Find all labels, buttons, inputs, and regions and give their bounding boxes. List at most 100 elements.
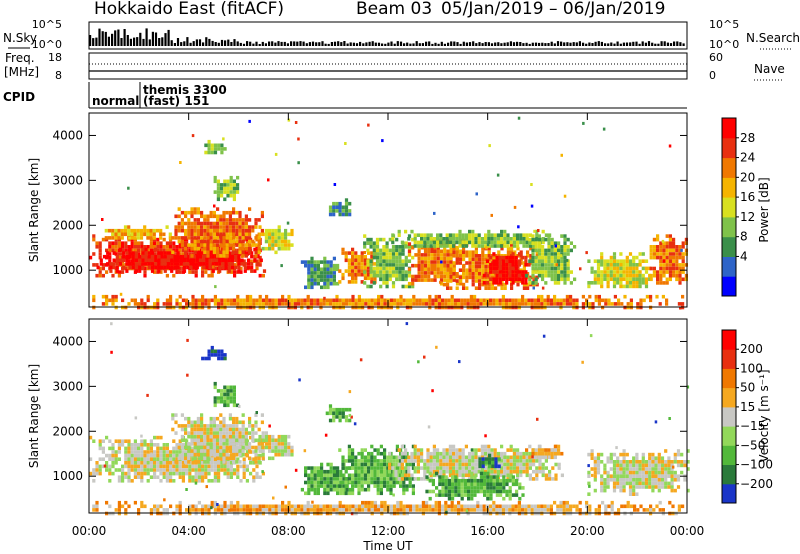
power-cell — [398, 266, 402, 271]
velocity-cell — [484, 466, 488, 470]
power-cell — [146, 245, 150, 249]
power-cell — [652, 273, 656, 278]
power-cell — [482, 298, 486, 303]
power-cell — [593, 281, 597, 285]
power-cell — [455, 237, 459, 241]
velocity-cell — [473, 489, 477, 494]
velocity-cell — [228, 413, 232, 417]
velocity-cell — [159, 471, 163, 476]
power-cell — [420, 244, 424, 248]
power-cell — [232, 225, 236, 229]
power-cell — [405, 298, 409, 303]
velocity-cell — [156, 468, 160, 472]
power-cell — [115, 258, 119, 263]
nsky-bar — [594, 41, 597, 46]
velocity-cell — [235, 427, 239, 432]
velocity-cell — [451, 478, 455, 483]
power-cell — [684, 248, 688, 253]
velocity-cell — [228, 456, 232, 461]
velocity-cell — [146, 446, 150, 451]
velocity-cell — [252, 475, 256, 479]
velocity-cell — [354, 473, 358, 478]
velocity-cell — [342, 484, 346, 488]
nsky-bar — [528, 43, 531, 46]
velocity-cell — [172, 479, 176, 483]
power-cell — [541, 237, 545, 242]
velocity-cell — [379, 477, 383, 481]
power-cell — [530, 298, 534, 303]
velocity-cell — [467, 489, 471, 494]
power-cell — [255, 302, 259, 306]
power-cell — [354, 251, 358, 255]
nsky-bar — [412, 43, 415, 46]
power-cell — [672, 255, 676, 260]
power-cell — [534, 277, 538, 282]
velocity-cell — [470, 489, 474, 494]
power-cell — [431, 298, 435, 303]
power-cell — [193, 210, 197, 215]
power-cell — [659, 241, 663, 245]
power-cell — [557, 277, 561, 282]
power-cell — [184, 210, 188, 215]
nsky-bar — [607, 43, 610, 46]
power-cell — [232, 232, 236, 237]
velocity-cell — [92, 479, 96, 483]
power-cell — [357, 294, 361, 299]
velocity-cell — [203, 460, 207, 464]
velocity-cell — [454, 478, 458, 483]
power-cell — [600, 281, 604, 285]
power-cell — [190, 232, 194, 237]
power-cell — [458, 254, 462, 258]
velocity-cell — [175, 457, 179, 461]
power-cell — [189, 258, 193, 263]
power-cell — [399, 294, 403, 299]
power-cell — [482, 273, 486, 278]
power-cell — [163, 269, 167, 273]
velocity-cell — [310, 484, 314, 488]
power-cell — [248, 225, 252, 229]
velocity-cell — [528, 462, 532, 467]
power-cell — [112, 265, 116, 270]
power-cell — [320, 274, 324, 279]
power-cell — [182, 258, 187, 263]
velocity-cell — [500, 462, 504, 467]
power-cell — [463, 298, 467, 303]
power-cell — [277, 246, 281, 251]
power-cell — [601, 298, 605, 303]
power-cell — [417, 274, 421, 279]
power-cell — [180, 239, 184, 244]
nsky-bar — [148, 39, 151, 46]
velocity-cell — [251, 438, 255, 443]
velocity-cell — [203, 438, 207, 443]
power-cell — [274, 298, 278, 303]
velocity-cell — [274, 442, 278, 446]
velocity-cell — [400, 477, 404, 481]
nsky-bar — [500, 43, 503, 46]
velocity-cell — [457, 486, 461, 490]
power-cell — [572, 298, 576, 303]
power-cell — [174, 236, 178, 240]
power-cell — [585, 302, 589, 306]
power-cell — [547, 259, 551, 263]
velocity-cell — [108, 471, 112, 476]
power-cell — [89, 255, 93, 260]
power-cell — [628, 259, 633, 263]
power-cell — [423, 278, 428, 282]
nsky-bar — [280, 41, 283, 46]
velocity-cell — [153, 468, 157, 472]
velocity-cell — [209, 434, 213, 439]
nsky-bar — [268, 41, 271, 46]
power-cell — [316, 281, 320, 286]
velocity-cell — [284, 434, 288, 439]
power-cell — [127, 232, 131, 237]
velocity-cell — [397, 455, 401, 460]
velocity-cell — [114, 461, 118, 465]
power-cell — [546, 294, 550, 299]
power-cell — [201, 302, 205, 306]
power-cell — [379, 248, 383, 253]
power-cell — [388, 237, 392, 242]
power-cell — [534, 270, 538, 274]
velocity-cell — [310, 480, 314, 485]
velocity-cell — [245, 464, 249, 469]
power-cell — [232, 239, 236, 244]
